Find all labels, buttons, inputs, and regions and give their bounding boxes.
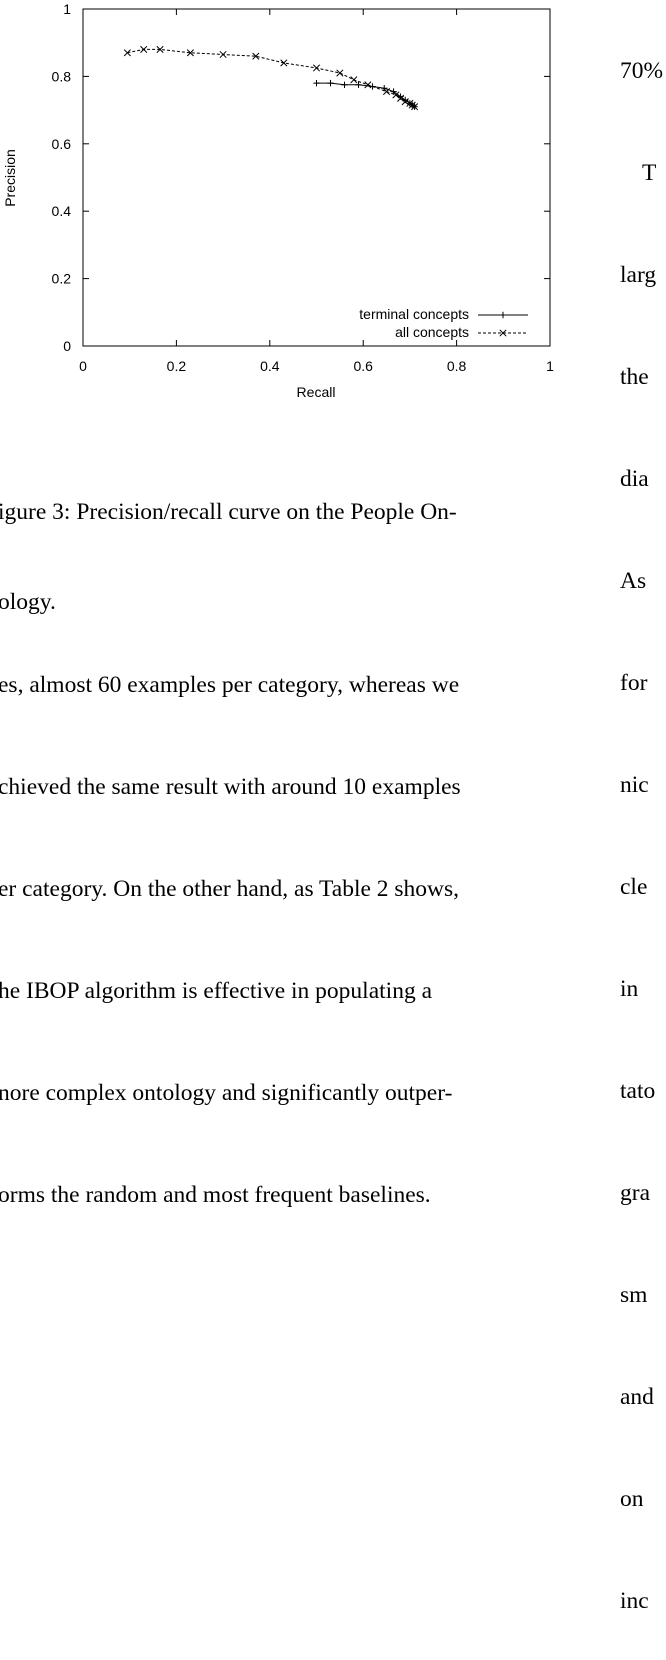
- x-axis-label: Recall: [297, 384, 336, 400]
- data-point: [397, 94, 405, 102]
- right-line: for: [620, 670, 648, 696]
- right-line: the: [620, 364, 649, 390]
- x-tick-label: 0.4: [260, 358, 280, 374]
- data-point: [186, 49, 194, 57]
- y-tick-label: 0.4: [52, 203, 72, 219]
- data-point-marker: [350, 76, 358, 84]
- right-line: sm: [620, 1282, 648, 1308]
- data-point: [401, 98, 409, 106]
- y-tick-label: 1: [63, 1, 71, 17]
- body-line: orms the random and most frequent baseli…: [0, 1182, 431, 1208]
- legend-label-all: all concepts: [395, 324, 469, 340]
- caption-line: igure 3: Precision/recall curve on the P…: [0, 499, 457, 525]
- data-point-marker: [336, 69, 344, 77]
- body-paragraph: es, almost 60 examples per category, whe…: [0, 600, 598, 1280]
- y-axis-label: Precision: [2, 149, 18, 207]
- data-point-marker: [392, 91, 400, 99]
- data-point: [364, 81, 372, 89]
- legend: terminal concepts all concepts: [359, 306, 528, 340]
- data-point-marker: [186, 49, 194, 57]
- x-tick-label: 0.2: [167, 358, 187, 374]
- right-line: T: [642, 160, 657, 186]
- data-point-marker: [252, 52, 260, 60]
- data-point-marker: [364, 81, 372, 89]
- y-tick-label: 0: [63, 338, 71, 354]
- data-point: [219, 50, 227, 59]
- legend-sample-all: [478, 329, 528, 337]
- right-line: cle: [620, 874, 648, 900]
- data-point-marker: [219, 50, 227, 59]
- body-line: es, almost 60 examples per category, whe…: [0, 672, 460, 698]
- data-point-marker: [156, 45, 164, 53]
- data-point: [280, 59, 288, 67]
- data-point-marker: [401, 98, 409, 106]
- precision-recall-chart: 0 0.2 0.4 0.6 0.8 1 0 0.2 0.4 0.6 0.8 1 Recall Pre…: [2, 1, 554, 400]
- series-all-concepts: [123, 45, 419, 111]
- legend-marker: [499, 329, 507, 337]
- right-line: on: [620, 1486, 644, 1512]
- y-tick-label: 0.2: [52, 271, 72, 287]
- data-point: [252, 52, 260, 60]
- right-line: and: [620, 1384, 654, 1410]
- data-point-marker: [140, 45, 148, 53]
- data-point: [382, 88, 391, 96]
- right-line: nic: [620, 772, 649, 798]
- body-line: chieved the same result with around 10 e…: [0, 774, 461, 800]
- data-point: [312, 64, 321, 72]
- x-tick-label: 0.8: [447, 358, 467, 374]
- x-tick-label: 0: [79, 358, 87, 374]
- x-tick-label: 0.6: [353, 358, 373, 374]
- plot-frame: [82, 8, 551, 347]
- body-line: nore complex ontology and significantly …: [0, 1080, 453, 1106]
- data-point-marker: [123, 49, 131, 57]
- data-point-marker: [312, 64, 321, 72]
- right-column-text: 70% T larg the dia As for nic cle in tat…: [620, 0, 666, 1660]
- right-line: gra: [620, 1180, 651, 1206]
- series-line: [127, 48, 415, 108]
- data-point: [313, 79, 320, 87]
- right-line: in: [620, 976, 639, 1002]
- right-line: inc: [620, 1588, 649, 1614]
- data-point: [327, 79, 334, 87]
- page: 0 0.2 0.4 0.6 0.8 1 0 0.2 0.4 0.6 0.8 1 Recall Pre…: [0, 1, 663, 1614]
- legend-sample-terminal: [478, 311, 528, 319]
- body-line: er category. On the other hand, as Table…: [0, 876, 460, 902]
- data-point: [140, 45, 148, 53]
- data-point-marker: [382, 88, 391, 96]
- data-point: [336, 69, 344, 77]
- right-line: dia: [620, 466, 649, 492]
- right-line: As: [620, 568, 647, 594]
- data-point: [411, 103, 419, 111]
- data-point: [355, 81, 362, 89]
- series-layer: [123, 45, 419, 111]
- data-point: [341, 81, 348, 89]
- y-axis: 0 0.2 0.4 0.6 0.8 1: [52, 1, 550, 354]
- figure-caption: igure 3: Precision/recall curve on the P…: [0, 437, 598, 677]
- legend-label-terminal: terminal concepts: [359, 306, 469, 322]
- data-point: [350, 76, 358, 84]
- right-line: tato: [620, 1078, 656, 1104]
- data-point-marker: [280, 59, 288, 67]
- body-line: he IBOP algorithm is effective in popula…: [0, 978, 433, 1004]
- data-point-marker: [411, 103, 419, 111]
- data-point: [156, 45, 164, 53]
- data-point: [392, 91, 400, 99]
- y-tick-label: 0.6: [52, 136, 72, 152]
- right-line: 70%: [620, 58, 664, 84]
- data-point-marker: [397, 94, 405, 102]
- data-point: [123, 49, 131, 57]
- x-tick-label: 1: [546, 358, 554, 374]
- caption-line: ology.: [0, 589, 56, 615]
- x-axis: 0 0.2 0.4 0.6 0.8 1: [79, 9, 554, 374]
- y-tick-label: 0.8: [52, 68, 72, 84]
- right-line: larg: [620, 262, 657, 288]
